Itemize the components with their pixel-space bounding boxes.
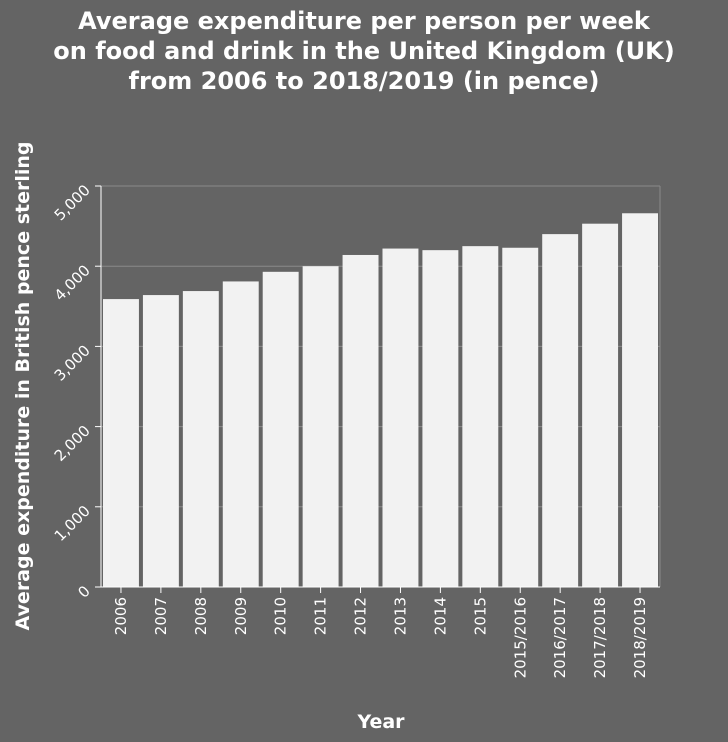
y-tick-label: 2,000 bbox=[51, 422, 94, 465]
x-tick-label: 2014 bbox=[431, 597, 449, 635]
y-tick-label: 3,000 bbox=[51, 342, 94, 385]
bar bbox=[542, 234, 579, 587]
bar bbox=[622, 213, 659, 587]
x-tick-label: 2011 bbox=[312, 597, 330, 635]
x-tick-label: 2013 bbox=[391, 597, 409, 635]
bar bbox=[142, 295, 179, 587]
y-axis-title: Average expenditure in British pence ste… bbox=[12, 142, 34, 631]
bars bbox=[102, 213, 659, 588]
chart-title: Average expenditure per person per week … bbox=[53, 7, 675, 95]
y-tick-label: 0 bbox=[74, 582, 93, 601]
bar bbox=[382, 248, 419, 587]
x-tick-label: 2015 bbox=[471, 597, 489, 635]
x-tick-label: 2010 bbox=[272, 597, 290, 635]
x-tick-label: 2016/2017 bbox=[551, 597, 569, 678]
bar bbox=[502, 247, 539, 587]
x-tick-label: 2018/2019 bbox=[631, 597, 649, 678]
bar bbox=[102, 299, 139, 587]
x-tick-label: 2017/2018 bbox=[591, 597, 609, 678]
x-tick-label: 2006 bbox=[112, 597, 130, 635]
bar bbox=[422, 250, 459, 587]
y-tick-label: 5,000 bbox=[51, 181, 94, 224]
x-tick-label: 2009 bbox=[232, 597, 250, 635]
x-tick-label: 2007 bbox=[152, 597, 170, 635]
x-tick-label: 2008 bbox=[192, 597, 210, 635]
bar bbox=[262, 271, 299, 587]
bar bbox=[182, 291, 219, 587]
x-axis-title: Year bbox=[356, 711, 405, 733]
y-tick-label: 1,000 bbox=[51, 502, 94, 545]
y-tick-label: 4,000 bbox=[51, 261, 94, 304]
x-tick-label: 2015/2016 bbox=[511, 597, 529, 678]
bar bbox=[222, 281, 259, 587]
bar bbox=[582, 223, 619, 587]
bar bbox=[342, 254, 379, 588]
bar bbox=[302, 266, 339, 587]
x-tick-label: 2012 bbox=[352, 597, 370, 635]
bar bbox=[462, 246, 499, 587]
